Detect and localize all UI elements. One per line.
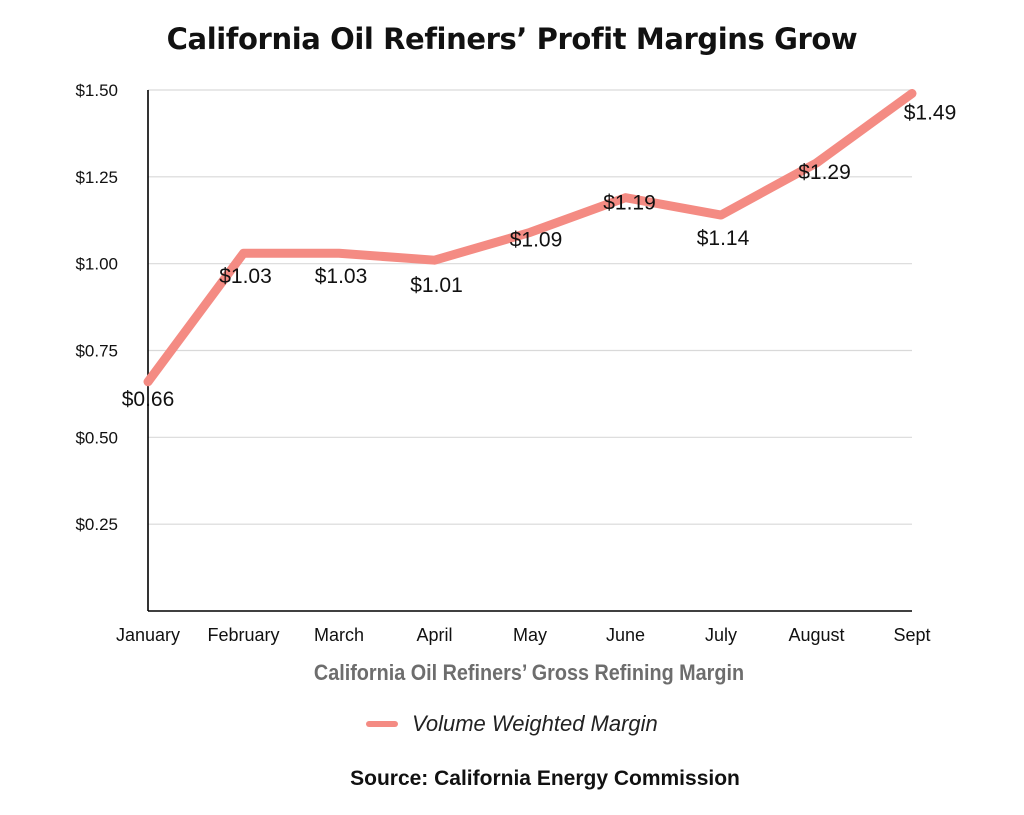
x-tick-labels: January February March April May June July Augu… [116,625,931,645]
y-tick-label: $0.75 [75,342,118,361]
data-label: $1.03 [219,265,272,288]
data-point [243,252,244,254]
x-tick-label: January [116,625,180,645]
data-label: $1.14 [697,227,750,250]
y-tick-label: $0.50 [75,428,118,447]
data-point [911,92,913,94]
source-note: Source: California Energy Commission [350,767,740,790]
data-label: $1.03 [315,265,368,288]
data-label: $1.49 [904,101,957,124]
x-tick-label: May [513,625,547,645]
y-tick-label: $1.00 [75,255,118,274]
data-label: $0.66 [122,388,175,411]
legend-label: Volume Weighted Margin [412,711,658,736]
axes [147,90,912,612]
data-point [338,252,340,254]
data-label: $1.01 [410,274,463,297]
legend-swatch [366,721,398,727]
data-point [625,197,626,199]
chart-title: California Oil Refiners’ Profit Margins … [166,22,858,56]
data-point [529,231,531,233]
legend: Volume Weighted Margin [366,711,658,737]
x-tick-label: April [416,625,452,645]
data-label: $1.19 [603,192,656,215]
x-axis-label: California Oil Refiners’ Gross Refining … [313,660,745,685]
data-point [434,259,435,261]
x-tick-label: August [788,625,844,645]
data-point [816,162,817,164]
data-point [147,381,149,383]
series-volume-weighted-margin [143,88,917,387]
y-tick-label: $1.25 [75,168,118,187]
x-tick-label: July [705,625,737,645]
data-point [720,214,722,216]
y-tick-label: $0.25 [75,515,118,534]
x-tick-label: June [606,625,645,645]
x-tick-label: February [207,625,279,645]
y-tick-label: $1.50 [75,81,118,100]
data-label: $1.29 [798,161,851,184]
gridlines [148,89,912,525]
data-labels: $0.66 $1.03 $1.03 $1.01 $1.09 $1.19 $1.14 $1.29… [122,101,957,410]
data-label: $1.09 [510,228,563,251]
x-tick-label: Sept [893,625,930,645]
y-tick-labels: $0.25 $0.50 $0.75 $1.00 $1.25 $1.50 [75,81,118,534]
x-tick-label: March [314,625,364,645]
